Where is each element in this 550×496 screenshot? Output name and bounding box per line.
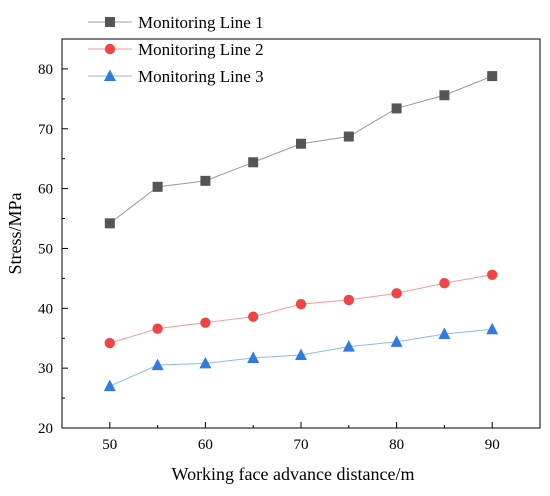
data-point	[439, 277, 450, 289]
data-point	[104, 218, 115, 229]
y-tick-label: 20	[38, 421, 53, 437]
data-point	[487, 71, 498, 82]
data-point	[200, 317, 211, 328]
y-tick-label: 50	[38, 241, 53, 257]
data-point	[151, 358, 164, 371]
x-tick-label: 80	[389, 437, 404, 453]
data-point	[248, 311, 259, 322]
data-point	[343, 131, 354, 142]
data-point	[390, 335, 403, 347]
data-point	[295, 298, 307, 310]
legend-label: Monitoring Line 1	[138, 13, 264, 32]
y-tick-label: 60	[38, 182, 53, 198]
data-point	[439, 90, 450, 101]
data-point	[438, 327, 451, 340]
data-point	[391, 103, 402, 114]
data-point	[103, 379, 116, 392]
legend-marker	[104, 43, 116, 55]
data-point	[487, 269, 498, 280]
data-point	[247, 351, 260, 363]
y-tick-label: 70	[38, 122, 53, 138]
plot-frame	[61, 38, 541, 429]
legend: Monitoring Line 1 Monitoring Line 2 Monito…	[88, 13, 264, 86]
series-line-1	[109, 75, 493, 224]
y-tick-label: 30	[38, 361, 53, 377]
data-point	[296, 138, 306, 149]
series-lines	[109, 75, 493, 387]
data-point	[200, 175, 211, 186]
data-point	[391, 288, 402, 299]
y-tick-label: 40	[38, 301, 53, 317]
x-tick-label: 50	[102, 437, 117, 453]
data-point	[295, 348, 307, 360]
data-point	[343, 294, 354, 306]
data-point	[104, 337, 116, 349]
data-point	[248, 157, 259, 168]
legend-marker	[104, 69, 116, 81]
x-tick-label: 90	[485, 437, 500, 453]
x-axis-title: Working face advance distance/m	[172, 464, 415, 484]
series-markers	[103, 71, 499, 392]
axes: 50 60 70 80 90 20 30 40 50 60 70 80	[38, 38, 541, 453]
y-tick-label: 80	[38, 62, 53, 78]
legend-marker	[105, 17, 115, 27]
x-tick-label: 60	[198, 437, 213, 453]
x-tick-label: 70	[294, 437, 309, 453]
legend-label: Monitoring Line 2	[138, 40, 264, 59]
y-axis-title: Stress/MPa	[5, 192, 25, 274]
data-point	[152, 323, 163, 334]
data-point	[199, 356, 212, 369]
data-point	[342, 340, 355, 352]
legend-label: Monitoring Line 3	[138, 67, 264, 86]
data-point	[486, 322, 499, 335]
data-point	[152, 181, 163, 192]
